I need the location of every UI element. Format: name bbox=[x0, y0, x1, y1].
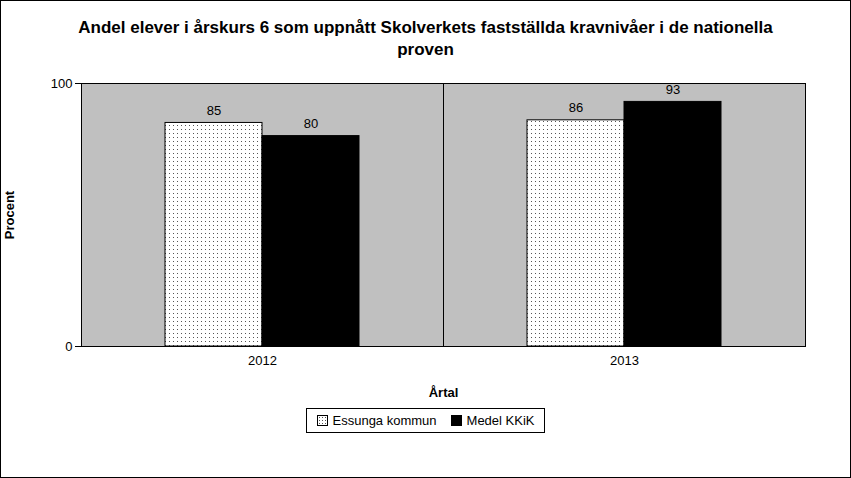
svg-text:80: 80 bbox=[304, 116, 318, 131]
html-text:Essunga kommun: Essunga kommun bbox=[332, 413, 437, 428]
svg-text:85: 85 bbox=[207, 103, 221, 118]
svg-text:100: 100 bbox=[51, 76, 73, 91]
svg-text:2013: 2013 bbox=[610, 353, 639, 368]
svg-text:86: 86 bbox=[569, 100, 583, 115]
svg-text:0: 0 bbox=[65, 339, 72, 354]
svg-text:Procent: Procent bbox=[2, 190, 17, 239]
html-text:Andel elever i årskurs 6 som u: Andel elever i årskurs 6 som uppnått Sko… bbox=[78, 18, 773, 59]
html-text:Medel KKiK: Medel KKiK bbox=[466, 413, 535, 428]
svg-text:Årtal: Årtal bbox=[429, 385, 459, 400]
svg-text:93: 93 bbox=[666, 82, 680, 97]
svg-text:2012: 2012 bbox=[248, 353, 277, 368]
